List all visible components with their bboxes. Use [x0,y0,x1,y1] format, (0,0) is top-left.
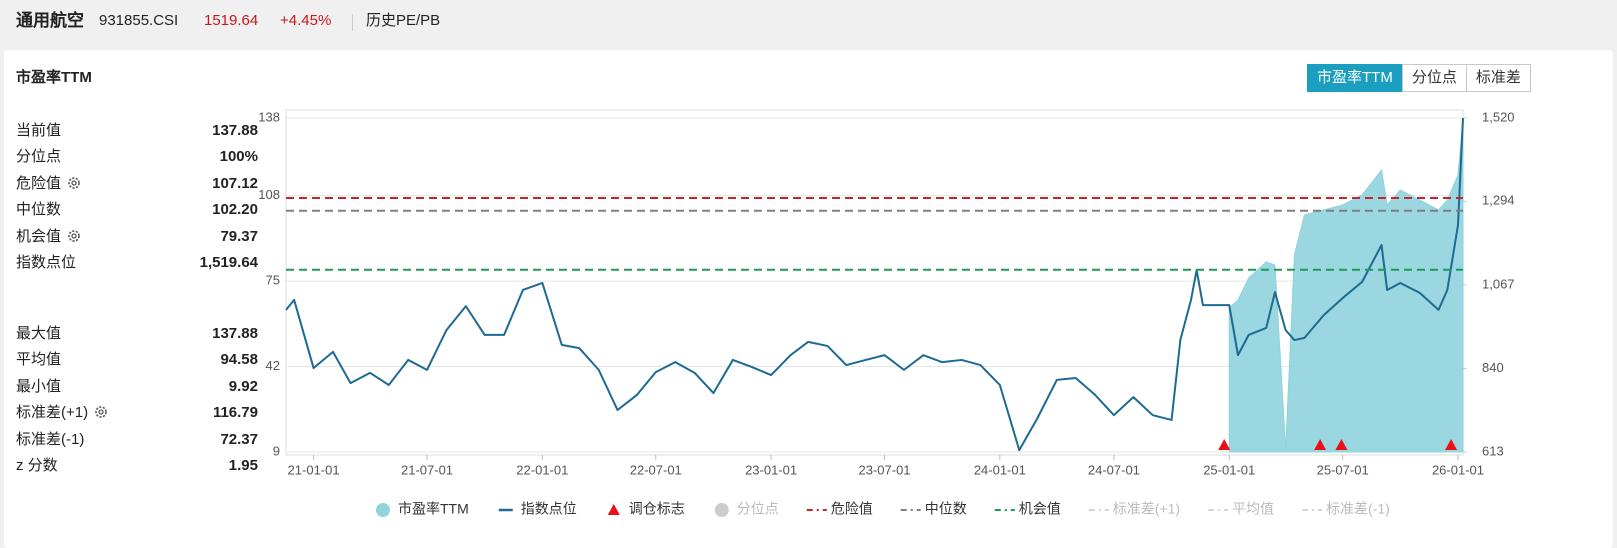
stat-label: 标准差(+1) [16,404,89,422]
stat-value: 1.95 [228,457,258,474]
panel-title: 市盈率TTM [16,69,92,86]
stat-value: 9.92 [228,377,258,395]
stat-value: 116.79 [212,404,258,422]
y-tick-label: 108 [258,187,280,202]
stat-row: 最小值 9.92 [16,375,258,399]
index-line [285,118,1464,452]
x-tick-label: 24-01-01 [974,462,1026,477]
stat-row: 最大值 137.88 [16,322,258,346]
stat-row: 机会值 79.37 [16,225,258,249]
legend-label: 平均值 [1232,501,1274,517]
stat-row: 平均值 94.58 [16,348,258,372]
stat-label: 中位数 [16,201,62,219]
y-tick-label: 42 [266,358,280,373]
stat-value: 1,519.64 [199,254,258,271]
stat-value: 94.58 [220,351,258,369]
legend-symbol [714,503,729,517]
y-tick-label: 75 [266,273,280,288]
stat-row: 危险值 107.12 [16,172,258,196]
y-tick-label: 138 [258,109,280,124]
stat-label: 指数点位 [16,254,77,271]
stat-row: 分位点 100% [16,145,258,169]
stat-row: 标准差(+1) 116.79 [16,401,258,425]
legend-label: 标准差(-1) [1326,501,1390,517]
tab-button[interactable]: 标准差 [1465,64,1531,92]
x-tick-label: 21-07-01 [401,462,453,477]
stat-value: 137.88 [212,122,258,139]
rebalance-marker [1445,439,1458,450]
y2-tick-label: 1,067 [1482,276,1515,291]
stat-label: 分位点 [16,148,62,166]
stat-value: 72.37 [220,430,258,448]
index-name: 通用航空 [16,11,84,30]
y2-tick-label: 840 [1482,360,1504,375]
x-tick-label: 23-07-01 [859,462,911,477]
x-tick-label: 26-01-01 [1432,462,1484,477]
settings-icon[interactable] [94,405,108,419]
legend-label: 中位数 [925,501,967,517]
stat-row: 中位数 102.20 [16,198,258,222]
separator [352,14,353,31]
x-tick-label: 22-01-01 [516,462,568,477]
index-code: 931855.CSI [99,12,179,29]
stat-label: 危险值 [16,174,62,192]
stat-value: 79.37 [220,227,258,245]
rebalance-marker [1335,439,1348,450]
stat-label: 最大值 [16,325,62,342]
stat-value: 107.12 [212,174,258,192]
stat-value: 100% [219,148,258,166]
legend-label: 市盈率TTM [398,501,469,517]
stat-row: 当前值 137.88 [16,119,258,143]
legend-symbol [376,503,390,517]
stat-label: 机会值 [16,227,62,245]
stat-label: z 分数 [16,457,58,474]
legend-label: 危险值 [831,501,873,517]
legend-label: 调仓标志 [629,501,685,517]
y2-tick-label: 1,520 [1482,109,1515,124]
stat-value: 137.88 [212,325,258,342]
x-tick-label: 23-01-01 [745,462,797,477]
index-change: +4.45% [280,12,332,29]
y2-tick-label: 1,294 [1482,193,1515,208]
x-tick-label: 21-01-01 [288,462,340,477]
stat-label: 平均值 [16,351,62,369]
y-tick-label: 9 [273,443,280,458]
page-tab[interactable]: 历史PE/PB [366,12,441,29]
legend-label: 机会值 [1019,501,1061,517]
stat-row: z 分数 1.95 [16,454,258,478]
rebalance-marker [1314,439,1327,450]
y2-tick-label: 613 [1482,443,1504,458]
stat-row: 指数点位 1,519.64 [16,251,258,275]
legend-label: 分位点 [737,501,779,517]
settings-icon[interactable] [67,229,81,243]
button-group: 市盈率TTM 分位点 标准差 [1307,64,1531,92]
plot-frame [285,109,1464,456]
legend-label: 标准差(+1) [1113,501,1180,517]
index-price: 1519.64 [204,12,259,29]
x-tick-label: 25-07-01 [1317,462,1369,477]
legend-label: 指数点位 [521,501,577,517]
legend-symbol [607,504,620,515]
x-tick-label: 22-07-01 [630,462,682,477]
pe-area [1228,118,1464,453]
x-tick-label: 25-01-01 [1203,462,1255,477]
stat-value: 102.20 [212,201,258,219]
settings-icon[interactable] [67,176,81,190]
tab-button[interactable]: 市盈率TTM [1307,64,1403,92]
stat-label: 最小值 [16,377,62,395]
stat-row: 标准差(-1) 72.37 [16,428,258,452]
stat-label: 标准差(-1) [16,430,85,448]
stat-label: 当前值 [16,122,62,139]
rebalance-marker [1218,439,1231,450]
x-tick-label: 24-07-01 [1088,462,1140,477]
